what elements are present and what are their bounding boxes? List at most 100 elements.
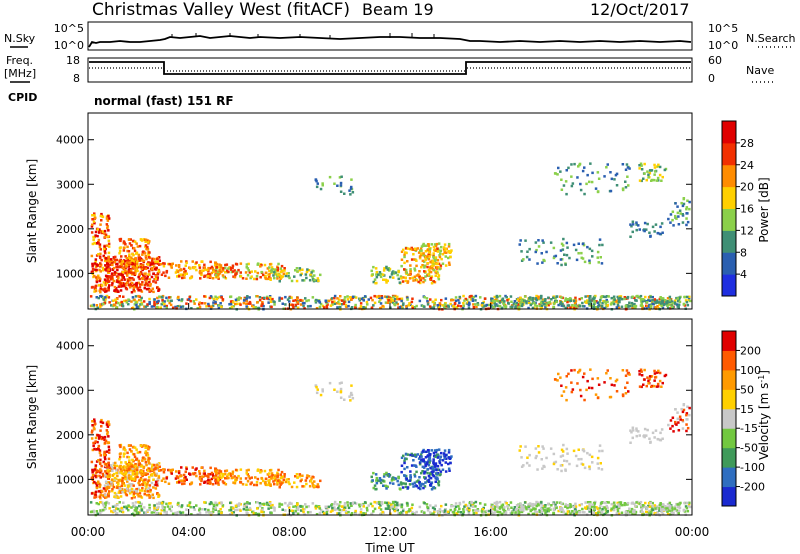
data-cell — [234, 302, 237, 306]
data-cell — [444, 454, 447, 457]
data-cell — [174, 477, 178, 480]
data-cell — [403, 474, 406, 477]
data-cell — [112, 472, 116, 476]
data-cell — [341, 303, 344, 306]
data-cell — [559, 464, 563, 467]
data-cell — [116, 280, 119, 283]
data-cell — [390, 479, 394, 482]
data-cell — [339, 390, 343, 393]
data-cell — [676, 205, 679, 208]
data-cell — [314, 298, 318, 302]
data-cell — [443, 449, 447, 452]
data-cell — [185, 261, 188, 265]
data-cell — [653, 230, 656, 233]
data-cell — [671, 300, 674, 303]
data-cell — [309, 479, 313, 482]
data-cell — [285, 478, 288, 481]
data-cell — [481, 302, 485, 305]
data-cell — [525, 461, 529, 465]
data-cell — [135, 457, 139, 460]
data-cell — [218, 469, 221, 472]
data-cell — [429, 261, 432, 264]
data-cell — [187, 298, 191, 301]
data-cell — [260, 270, 263, 274]
data-cell — [135, 264, 139, 268]
data-cell — [132, 239, 135, 243]
data-cell — [459, 511, 463, 514]
data-cell — [425, 462, 429, 466]
data-cell — [175, 513, 178, 516]
data-cell — [635, 427, 638, 430]
data-cell — [424, 257, 427, 261]
data-cell — [655, 299, 659, 302]
data-cell — [112, 299, 115, 302]
data-cell — [648, 375, 652, 378]
data-cell — [107, 255, 110, 259]
data-cell — [354, 296, 358, 299]
data-cell — [188, 295, 191, 299]
data-cell — [105, 423, 109, 426]
data-cell — [646, 376, 649, 379]
data-cell — [135, 448, 138, 451]
data-cell — [426, 303, 430, 306]
data-cell — [221, 267, 225, 270]
data-cell — [600, 468, 604, 471]
data-cell — [655, 301, 659, 304]
date-title: 12/Oct/2017 — [590, 0, 690, 19]
data-cell — [254, 476, 257, 479]
data-cell — [259, 482, 262, 485]
data-cell — [382, 475, 386, 478]
data-cell — [270, 266, 274, 269]
data-cell — [207, 472, 210, 476]
data-cell — [432, 306, 435, 309]
data-cell — [568, 299, 572, 302]
data-cell — [247, 508, 250, 511]
data-cell — [140, 489, 144, 492]
data-cell — [586, 451, 589, 455]
data-cell — [434, 298, 437, 301]
data-cell — [305, 505, 308, 509]
data-cell — [148, 300, 151, 304]
data-cell — [222, 275, 225, 279]
data-cell — [148, 289, 152, 292]
data-cell — [134, 501, 138, 504]
data-cell — [343, 502, 347, 505]
data-cell — [428, 476, 431, 479]
data-cell — [596, 171, 600, 174]
data-cell — [107, 239, 111, 243]
data-cell — [142, 238, 146, 241]
data-cell — [131, 490, 134, 494]
data-cell — [104, 463, 108, 466]
data-cell — [152, 265, 156, 268]
data-cell — [89, 501, 93, 504]
data-cell — [344, 303, 348, 307]
data-cell — [137, 459, 141, 463]
data-cell — [250, 275, 253, 278]
data-cell — [604, 305, 608, 309]
data-cell — [214, 501, 217, 504]
data-cell — [137, 500, 140, 504]
data-cell — [229, 501, 232, 505]
data-cell — [407, 479, 410, 482]
data-cell — [468, 508, 471, 512]
data-cell — [415, 274, 419, 277]
data-cell — [174, 305, 177, 309]
data-cell — [123, 505, 126, 509]
data-cell — [547, 296, 550, 299]
data-cell — [583, 466, 587, 470]
data-cell — [661, 512, 665, 515]
data-cell — [163, 506, 166, 509]
data-cell — [394, 500, 397, 504]
data-cell — [156, 272, 160, 275]
data-cell — [452, 298, 455, 302]
data-cell — [105, 289, 108, 293]
data-cell — [127, 268, 131, 271]
data-cell — [448, 457, 451, 460]
data-cell — [219, 508, 222, 511]
data-cell — [431, 466, 435, 469]
data-cell — [359, 305, 363, 308]
data-cell — [448, 251, 451, 254]
data-cell — [426, 300, 429, 303]
data-cell — [434, 480, 437, 483]
data-cell — [101, 215, 105, 219]
